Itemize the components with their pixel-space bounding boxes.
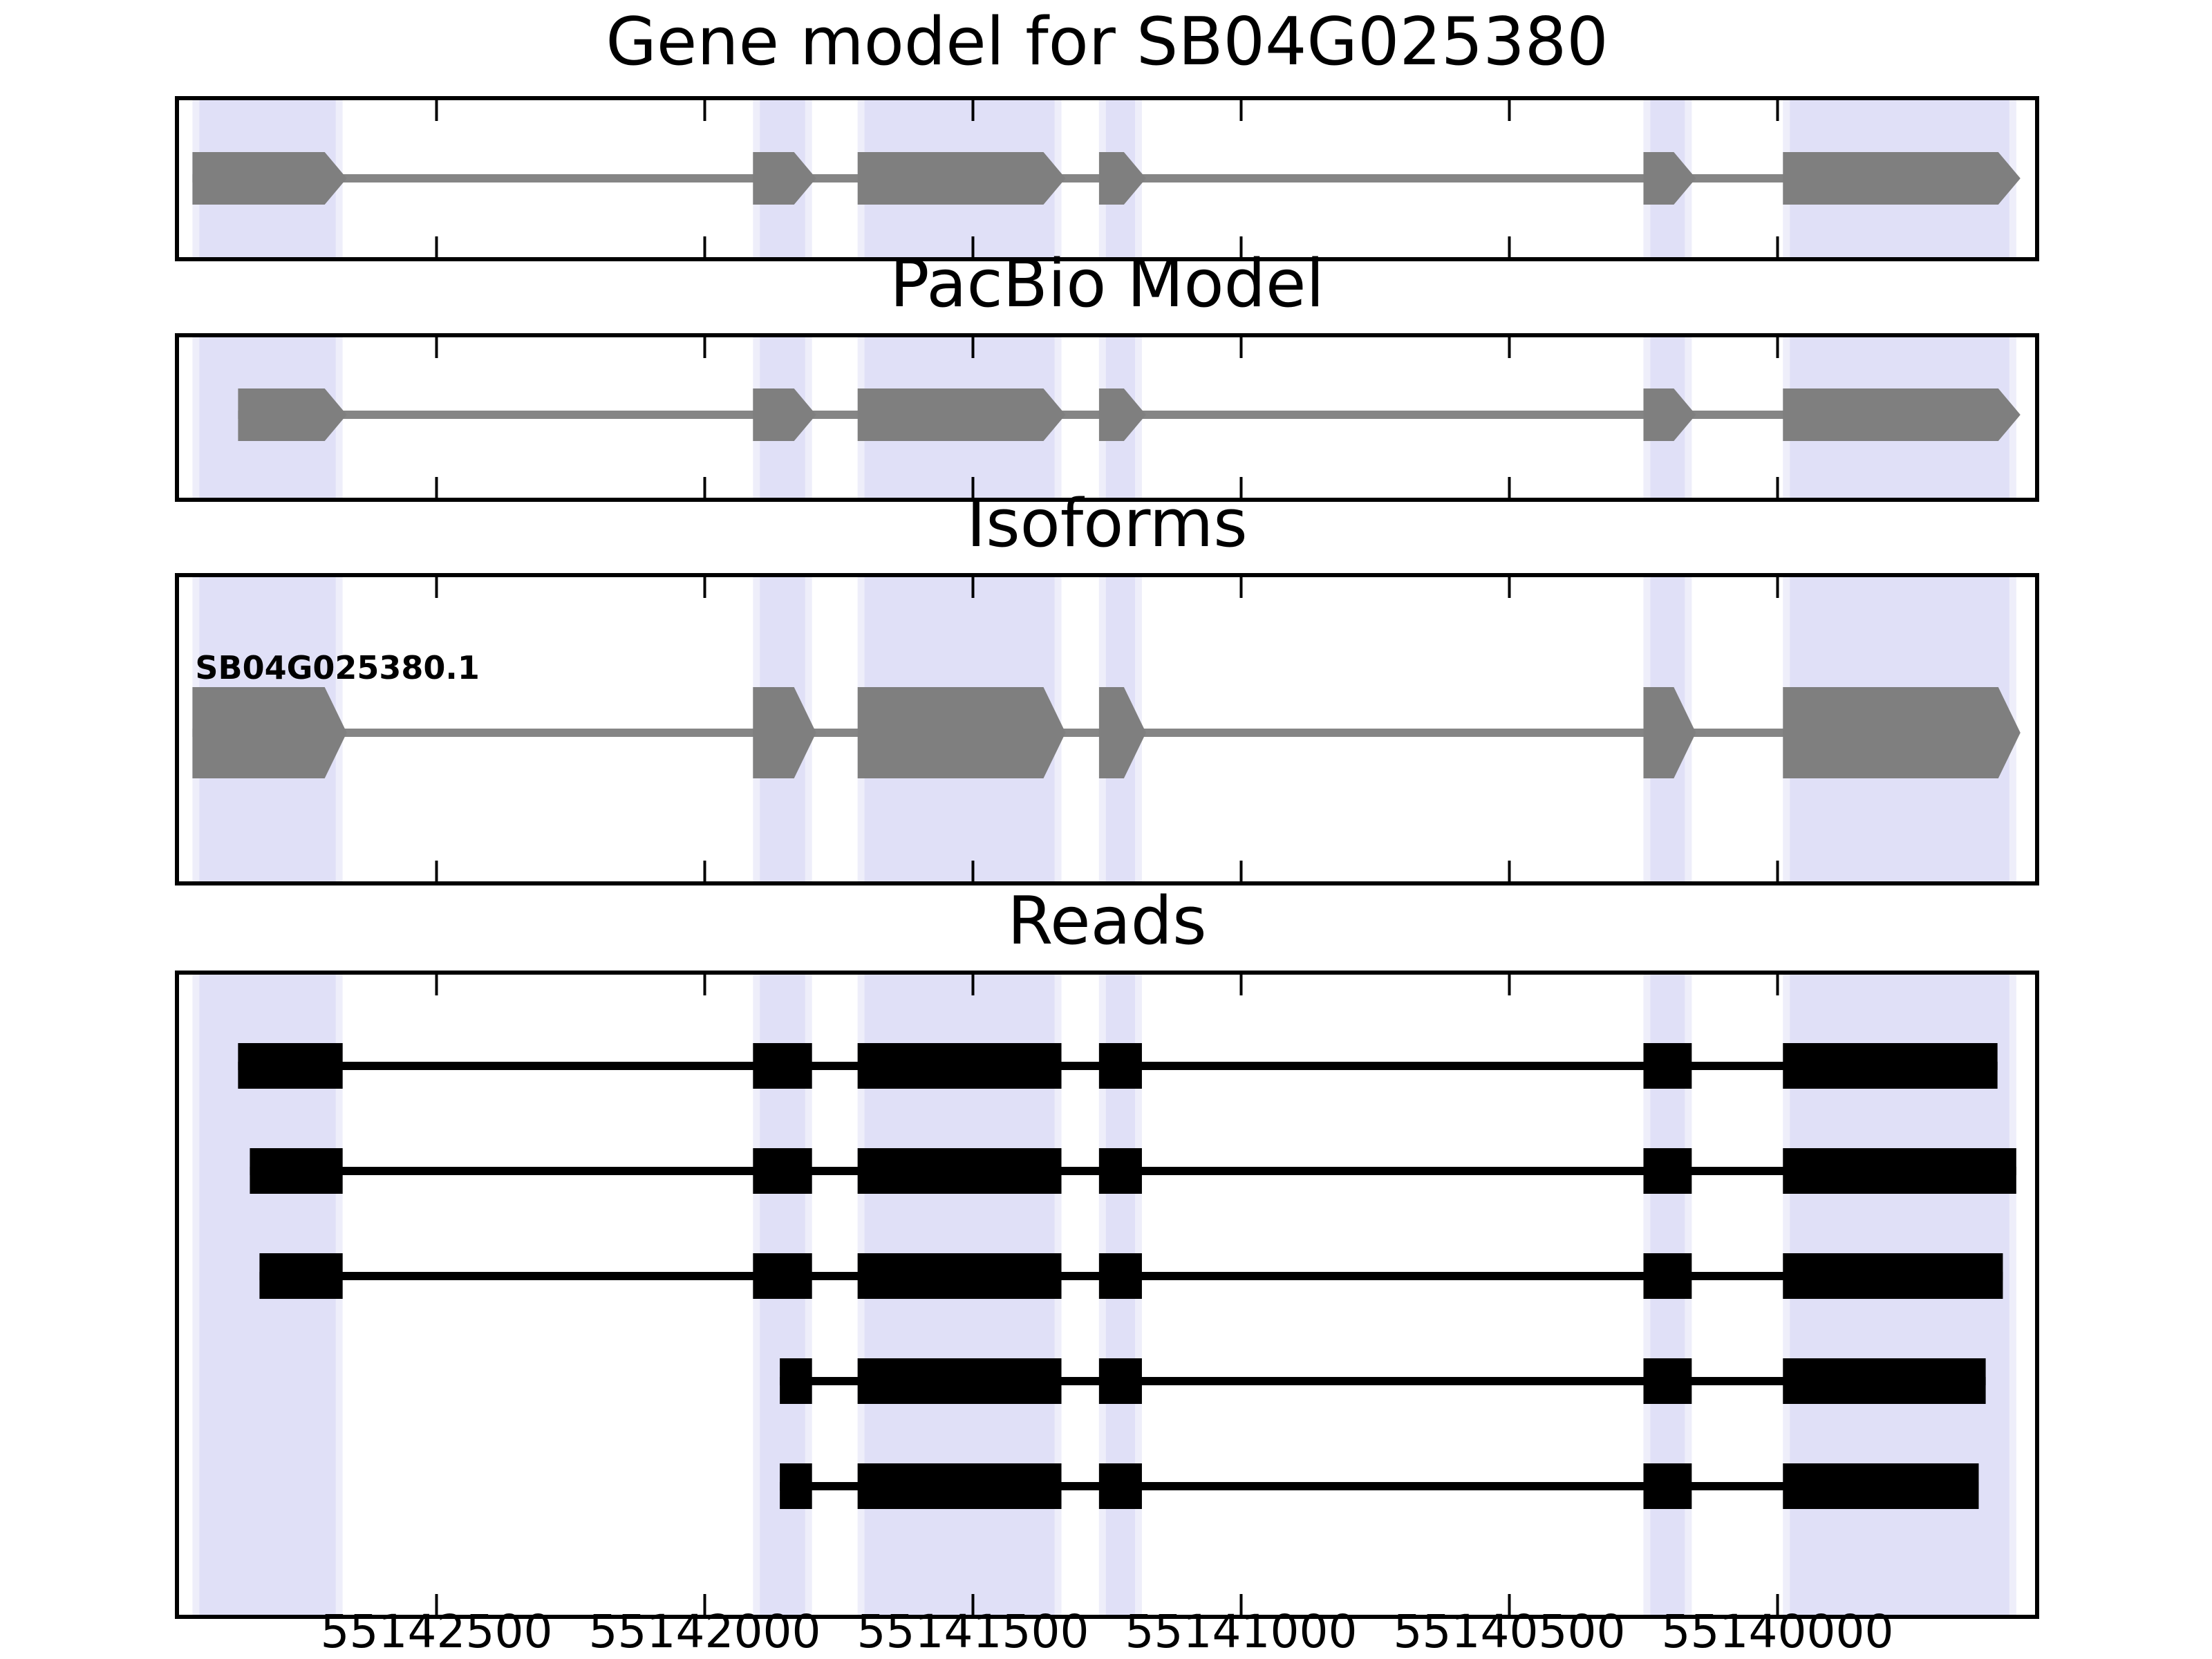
exon-arrow: [1643, 388, 1696, 441]
x-tick-label: 55141000: [1125, 1605, 1358, 1658]
exon-arrow: [857, 388, 1066, 441]
read-exon-block: [1643, 1043, 1692, 1089]
read-exon-block: [857, 1043, 1062, 1089]
read-exon-block: [753, 1253, 812, 1299]
isoforms-title: Isoforms: [966, 486, 1248, 562]
isoform-name-label: SB04G025380.1: [195, 649, 479, 686]
read-exon-block: [1643, 1463, 1692, 1509]
read-exon-block: [780, 1358, 812, 1404]
read-exon-block: [1098, 1043, 1142, 1089]
read-exon-block: [259, 1253, 343, 1299]
panel-gene-model: [175, 96, 2039, 261]
pacbio-model-title: PacBio Model: [890, 246, 1324, 322]
read-exon-block: [1783, 1043, 1998, 1089]
read-exon-block: [1643, 1358, 1692, 1404]
read-exon-block: [1643, 1148, 1692, 1194]
read-exon-block: [857, 1148, 1062, 1194]
read-row: [238, 1043, 1998, 1089]
read-row: [780, 1463, 1979, 1509]
panel-reads: [175, 971, 2039, 1619]
exon-arrow: [1643, 152, 1696, 205]
exon-arrow: [1098, 687, 1146, 778]
read-exon-block: [1098, 1463, 1142, 1509]
x-tick-label: 55140000: [1661, 1605, 1894, 1658]
read-exon-block: [250, 1148, 343, 1194]
exon-arrow: [753, 152, 816, 205]
read-exon-block: [857, 1358, 1062, 1404]
read-exon-block: [1783, 1253, 2003, 1299]
read-exon-block: [1783, 1358, 1986, 1404]
x-tick-label: 55142000: [588, 1605, 821, 1658]
pacbio-model-plot-area: [192, 337, 2021, 498]
read-exon-block: [1643, 1253, 1692, 1299]
exon-arrow: [857, 152, 1066, 205]
gene-model-plot-area: [192, 100, 2021, 257]
isoforms-plot-area: SB04G025380.1: [192, 577, 2021, 881]
read-exon-block: [1098, 1148, 1142, 1194]
panel-pacbio-model: [175, 333, 2039, 502]
read-exon-block: [753, 1043, 812, 1089]
read-row: [259, 1253, 2003, 1299]
exon-arrow: [1098, 388, 1146, 441]
exon-arrow: [1098, 152, 1146, 205]
read-exon-block: [857, 1463, 1062, 1509]
reads-title: Reads: [1007, 883, 1207, 959]
exon-arrow: [1783, 687, 2021, 778]
exon-arrow: [192, 152, 347, 205]
read-exon-block: [1098, 1358, 1142, 1404]
exon-arrow: [1643, 687, 1696, 778]
exon-arrow: [1783, 152, 2021, 205]
exon-arrow: [857, 687, 1066, 778]
exon-arrow: [753, 687, 816, 778]
read-exon-block: [857, 1253, 1062, 1299]
figure-title: Gene model for SB04G025380: [606, 4, 1609, 80]
read-exon-block: [1783, 1463, 1979, 1509]
read-row: [250, 1148, 2016, 1194]
x-tick-label: 55141500: [856, 1605, 1089, 1658]
read-exon-block: [1098, 1253, 1142, 1299]
read-exon-block: [753, 1148, 812, 1194]
exon-arrow: [192, 687, 347, 778]
exon-arrow: [753, 388, 816, 441]
exon-arrow: [238, 388, 347, 441]
reads-plot-area: [192, 975, 2016, 1615]
read-exon-block: [780, 1463, 812, 1509]
read-exon-block: [1783, 1148, 2016, 1194]
exon-arrow: [1783, 388, 2021, 441]
x-tick-label: 55140500: [1393, 1605, 1626, 1658]
x-tick-label: 55142500: [320, 1605, 553, 1658]
read-row: [780, 1358, 1986, 1404]
read-exon-block: [238, 1043, 343, 1089]
panel-isoforms: SB04G025380.1: [175, 573, 2039, 885]
